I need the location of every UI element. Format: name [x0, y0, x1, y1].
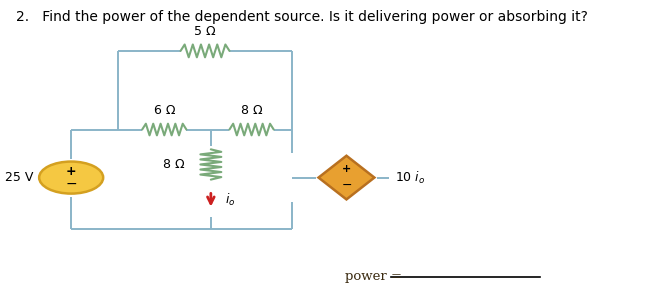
Text: power =: power =: [345, 270, 406, 283]
Text: 5 Ω: 5 Ω: [194, 26, 216, 39]
Text: −: −: [341, 179, 352, 192]
Circle shape: [39, 162, 103, 193]
Text: 8 Ω: 8 Ω: [163, 158, 185, 171]
Text: 10 $i_o$: 10 $i_o$: [395, 170, 425, 186]
Text: +: +: [66, 165, 76, 178]
Text: $i_o$: $i_o$: [225, 192, 236, 208]
Text: 6 Ω: 6 Ω: [154, 104, 175, 117]
Text: −: −: [65, 177, 77, 191]
Text: 8 Ω: 8 Ω: [241, 104, 262, 117]
Text: 25 V: 25 V: [5, 171, 34, 184]
Text: 2.   Find the power of the dependent source. Is it delivering power or absorbing: 2. Find the power of the dependent sourc…: [16, 10, 588, 24]
Text: +: +: [342, 164, 351, 174]
Polygon shape: [318, 156, 374, 199]
